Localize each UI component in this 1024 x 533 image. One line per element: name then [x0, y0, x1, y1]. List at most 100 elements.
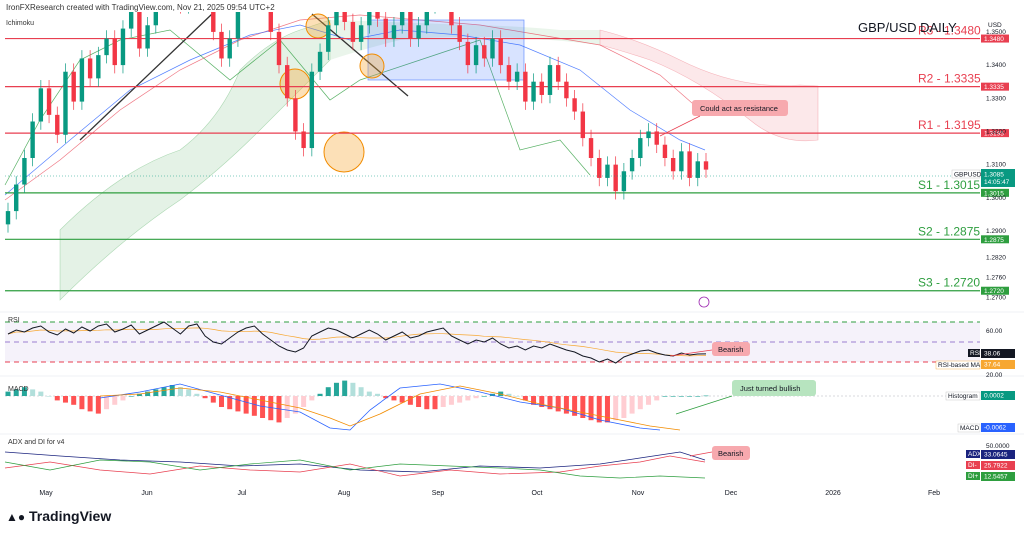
candle-body [646, 131, 651, 139]
chart-title: GBP/USD DAILY [858, 20, 957, 35]
macd-histogram-bar [13, 389, 19, 396]
level-label-r3: R3 - 1.3480 [918, 24, 981, 38]
macd-value: -0.0062 [984, 425, 1006, 432]
candle-body [383, 18, 388, 39]
macd-histogram-bar [555, 396, 561, 412]
macd-histogram-bar [572, 396, 578, 416]
candle-body [629, 158, 635, 172]
macd-histogram-bar [161, 387, 167, 396]
macd-histogram-bar [514, 396, 520, 397]
macd-histogram-bar [79, 396, 85, 410]
candle-body [186, 0, 190, 5]
di-minus-tag-label: DI- [968, 462, 977, 469]
x-axis-label: Nov [632, 490, 645, 497]
macd-histogram-bar [432, 396, 438, 410]
macd-histogram-bar [112, 396, 118, 405]
level-tag-bg [981, 82, 1009, 91]
candle-body [285, 65, 290, 99]
candle-body [424, 12, 429, 26]
macd-histogram-bar [145, 391, 151, 396]
candle-body [87, 58, 93, 79]
di-minus-line [4, 455, 706, 477]
macd-histogram-bar [243, 396, 249, 414]
candle-body [211, 12, 216, 32]
highlight-circle [323, 131, 365, 173]
candle-body [71, 71, 76, 102]
adx-pane[interactable]: ADX and DI for v4 50.0000 ADX 33.0645 DI… [4, 439, 1015, 481]
price-tick: 1.2900 [986, 228, 1006, 235]
level-tag-r3: 1.3480 [984, 36, 1004, 43]
macd-histogram-bar [210, 396, 216, 403]
price-tick: 1.3000 [986, 195, 1006, 202]
candle-body [679, 151, 684, 172]
macd-histogram-bar [637, 396, 643, 410]
price-tick: 1.3400 [986, 62, 1006, 69]
highlight-circle [359, 53, 385, 79]
adx-tag-label: ADX [968, 451, 982, 458]
candle-body [219, 31, 224, 59]
macd-histogram-bar [596, 396, 602, 423]
rsi-ma-line [7, 327, 707, 357]
macd-histogram-bar [670, 396, 676, 397]
candle-body [358, 25, 364, 42]
macd-histogram-bar [284, 396, 290, 418]
x-axis-label: 2026 [825, 490, 841, 497]
adx-tick: 50.0000 [986, 443, 1010, 450]
macd-histogram-bar [662, 396, 668, 397]
candle-body [457, 25, 462, 42]
price-tick: 1.3200 [986, 128, 1006, 135]
macd-histogram-bar [104, 396, 110, 410]
price-tick: 1.2700 [986, 294, 1006, 301]
rsi-tick-60: 60.00 [986, 328, 1003, 335]
macd-histogram [5, 380, 709, 423]
candle-body [309, 71, 315, 149]
macd-histogram-bar [440, 396, 446, 407]
candle-body [391, 25, 397, 39]
macd-histogram-bar [539, 396, 545, 407]
macd-histogram-bar [350, 382, 356, 396]
macd-histogram-bar [46, 396, 52, 397]
current-price-tag: GBPUSD 1.3085 14:05:47 [951, 169, 1015, 187]
x-axis-label: May [39, 490, 53, 497]
candle-body [317, 51, 323, 72]
rsi-pane[interactable]: RSI 60.00 20.00 RSI 38.06 RSI-based MA 3… [5, 317, 1015, 379]
candle-body [588, 138, 594, 158]
resistance-callout: Could act as resistance [659, 100, 788, 137]
candle-body [342, 12, 347, 22]
macd-histogram-bar [21, 387, 27, 396]
macd-histogram-bar [128, 396, 134, 397]
candle-body [367, 12, 372, 26]
level-tag-s1: 1.3015 [984, 190, 1004, 197]
macd-histogram-bar [309, 396, 315, 401]
macd-histogram-bar [383, 396, 389, 399]
macd-histogram-bar [358, 387, 364, 396]
macd-pane[interactable]: MACD Histogram 0.0002 MACD -0.0062 Just … [5, 380, 1015, 433]
price-tick: 1.2820 [986, 255, 1006, 262]
candle-body [268, 12, 273, 32]
macd-annotation: Just turned bullish [740, 384, 800, 393]
candle-countdown: 14:05:47 [984, 179, 1010, 186]
candle-body [490, 38, 495, 59]
di-plus-value: 12.5457 [984, 474, 1008, 481]
macd-histogram-bar [695, 396, 701, 397]
price-tick: 1.3300 [986, 95, 1006, 102]
candle-body [498, 38, 503, 66]
candle-body [523, 71, 528, 102]
macd-histogram-bar [169, 385, 175, 396]
macd-histogram-bar [317, 393, 323, 396]
macd-histogram-bar [194, 393, 200, 396]
level-tag-r2: 1.3335 [984, 84, 1004, 91]
macd-histogram-bar [366, 391, 372, 396]
candle-body [572, 98, 577, 112]
x-axis-label: Aug [338, 490, 351, 497]
candle-body [597, 158, 602, 178]
tradingview-logo-icon: ▲● [6, 510, 26, 524]
macd-histogram-bar [506, 393, 512, 396]
consolidation-box [367, 19, 525, 81]
x-axis-label: Feb [928, 490, 940, 497]
histogram-value: 0.0002 [984, 393, 1004, 400]
candle-body [531, 81, 536, 102]
level-tag-s3: 1.2720 [984, 288, 1004, 295]
